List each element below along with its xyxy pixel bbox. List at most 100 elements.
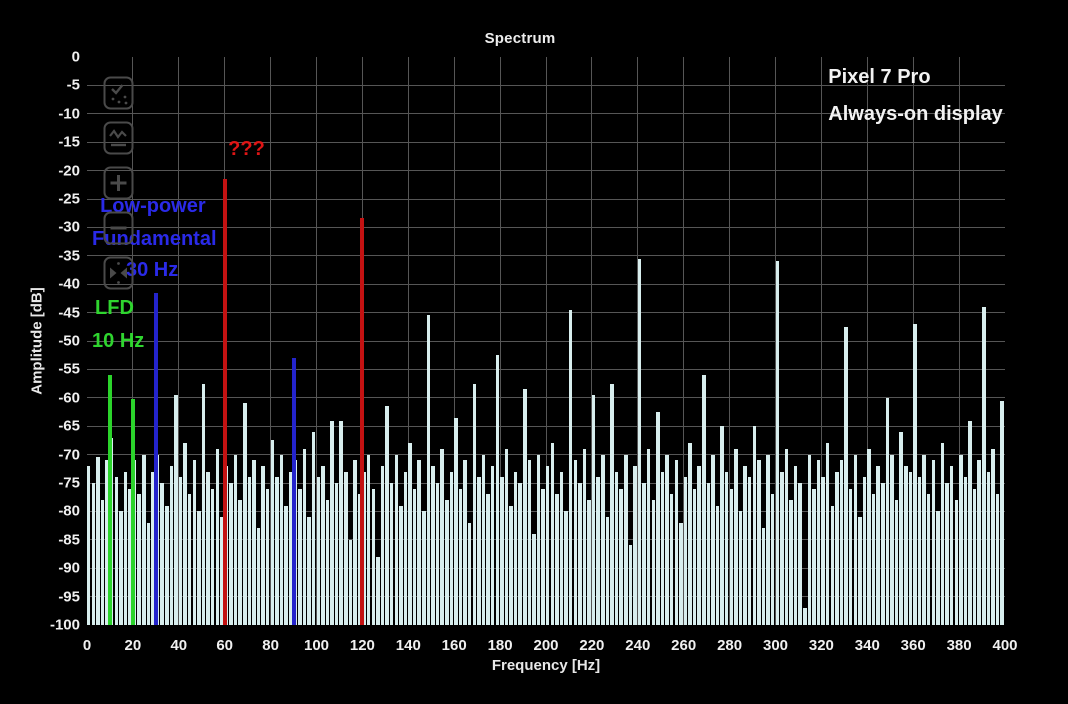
- spectrum-bar: [536, 454, 541, 625]
- spectrum-bar: [862, 477, 867, 625]
- marker-stem: [107, 375, 112, 625]
- spectrum-bar: [275, 477, 279, 625]
- grid-line-horizontal: [87, 397, 1005, 399]
- spectrum-bar: [532, 534, 536, 625]
- datatips-icon[interactable]: [103, 76, 134, 110]
- y-tick-label: -35: [58, 247, 80, 265]
- grid-line-horizontal: [87, 454, 1005, 456]
- y-tick-label: -45: [58, 304, 80, 322]
- x-tick-label: 40: [170, 637, 188, 654]
- x-tick-label: 360: [900, 637, 926, 654]
- grid-line-horizontal: [87, 283, 1005, 285]
- spectrum-bar: [316, 477, 320, 625]
- spectrum-bar: [646, 448, 651, 625]
- brush-icon[interactable]: [103, 121, 134, 155]
- spectrum-bar: [178, 477, 183, 625]
- spectrum-bar: [982, 306, 986, 625]
- x-tick-label: 120: [349, 637, 375, 654]
- spectrum-bar: [422, 511, 426, 625]
- spectrum-bar: [389, 483, 394, 625]
- spectrum-bar: [683, 477, 688, 625]
- spectrum-bar: [766, 454, 770, 625]
- zoom-in-icon[interactable]: [103, 166, 134, 200]
- spectrum-bar: [509, 505, 513, 625]
- spectrum-bar: [321, 465, 325, 625]
- spectrum-bar: [931, 460, 936, 625]
- spectrum-bar: [784, 448, 789, 625]
- spectrum-bar: [972, 488, 977, 625]
- x-tick-label: 340: [854, 637, 880, 654]
- x-tick-label: 240: [625, 637, 651, 654]
- y-tick-label: -5: [66, 76, 80, 94]
- x-tick-label: 260: [671, 637, 697, 654]
- spectrum-bar: [233, 454, 238, 625]
- spectrum-bar: [527, 460, 532, 625]
- spectrum-bar: [169, 465, 174, 625]
- spectrum-bar: [977, 460, 981, 625]
- spectrum-bar: [151, 471, 155, 625]
- x-axis-label: Frequency [Hz]: [491, 657, 601, 674]
- fit-view-icon[interactable]: [103, 256, 134, 290]
- x-tick-label: 60: [216, 637, 234, 654]
- chart-annotation: 30 Hz: [126, 259, 179, 282]
- y-tick-label: -15: [58, 133, 80, 151]
- x-tick-label: 0: [82, 637, 92, 654]
- spectrum-bar: [761, 528, 766, 625]
- chart-annotation: LFD: [95, 296, 134, 319]
- spectrum-bar: [757, 460, 761, 625]
- y-tick-label: -65: [58, 417, 80, 435]
- spectrum-bar: [385, 406, 389, 625]
- spectrum-bar: [449, 471, 454, 625]
- spectrum-bar: [408, 443, 412, 625]
- spectrum-bar: [210, 488, 215, 625]
- spectrum-bar: [307, 517, 311, 625]
- spectrum-bar: [729, 488, 734, 625]
- spectrum-bar: [559, 471, 564, 625]
- spectrum-bar: [665, 454, 669, 625]
- y-tick-label: -90: [58, 559, 80, 577]
- spectrum-bar: [435, 483, 440, 625]
- spectrum-bar: [963, 477, 968, 625]
- spectrum-bar: [894, 500, 899, 625]
- spectrum-bar: [954, 500, 958, 625]
- chart-title: Spectrum: [484, 30, 556, 47]
- spectrum-bar: [821, 477, 825, 625]
- spectrum-bar: [142, 454, 146, 625]
- spectrum-bar: [412, 488, 417, 625]
- grid-line-horizontal: [87, 226, 1005, 228]
- spectrum-bar: [463, 460, 467, 625]
- spectrum-bar: [591, 394, 596, 625]
- spectrum-bar: [917, 477, 922, 625]
- y-tick-label: 0: [71, 48, 80, 66]
- spectrum-bar: [908, 471, 913, 625]
- y-tick-label: -60: [58, 389, 80, 407]
- spectrum-bar: [945, 483, 949, 625]
- spectrum-bar: [711, 454, 715, 625]
- spectrum-bar: [1000, 400, 1004, 625]
- spectrum-bar: [334, 483, 339, 625]
- spectrum-bar: [87, 465, 91, 625]
- x-tick-label: 300: [762, 637, 789, 654]
- spectrum-bar: [890, 454, 894, 625]
- spectrum-bar: [500, 477, 504, 625]
- spectrum-bar: [201, 383, 206, 625]
- grid-line-horizontal: [87, 425, 1005, 427]
- spectrum-bar: [564, 511, 568, 625]
- plot-area[interactable]: [87, 57, 1005, 625]
- x-tick-label: 220: [579, 637, 605, 654]
- spectrum-bar: [830, 505, 835, 625]
- spectrum-bar: [348, 539, 353, 625]
- spectrum-bar: [339, 420, 343, 625]
- spectrum-bar: [119, 511, 123, 625]
- spectrum-bar: [311, 431, 316, 625]
- y-tick-label: -20: [58, 162, 80, 180]
- spectrum-bar: [844, 326, 848, 625]
- spectrum-bar: [825, 443, 830, 625]
- spectrum-bar: [458, 488, 463, 625]
- spectrum-bar: [288, 471, 293, 625]
- spectrum-bar: [959, 454, 963, 625]
- spectrum-bar: [229, 483, 233, 625]
- zoom-out-icon[interactable]: [103, 211, 134, 245]
- spectrum-bar: [541, 488, 545, 625]
